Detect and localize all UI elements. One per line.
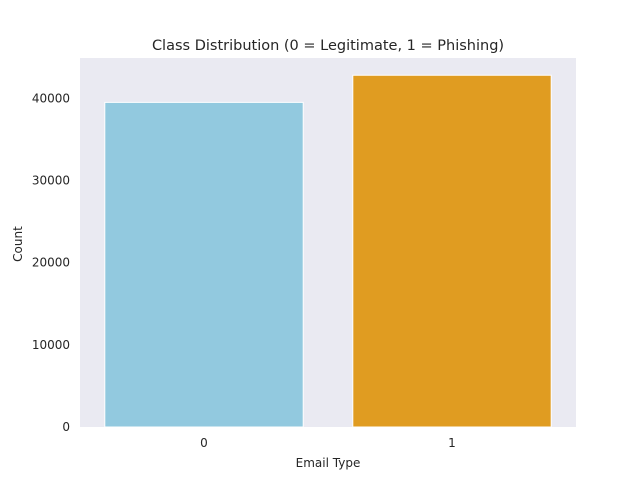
y-tick-label: 10000 (32, 338, 70, 352)
bar-0 (104, 101, 304, 428)
y-tick-label: 40000 (32, 91, 70, 105)
bar-1 (352, 74, 552, 428)
x-tick-label-0: 0 (200, 436, 208, 450)
y-tick-label: 20000 (32, 256, 70, 270)
x-axis-label: Email Type (296, 456, 361, 470)
chart-title: Class Distribution (0 = Legitimate, 1 = … (152, 38, 504, 54)
y-axis-label: Count (11, 226, 25, 262)
y-tick-label: 0 (62, 420, 70, 434)
x-tick-label-1: 1 (448, 436, 456, 450)
y-tick-label: 30000 (32, 173, 70, 187)
